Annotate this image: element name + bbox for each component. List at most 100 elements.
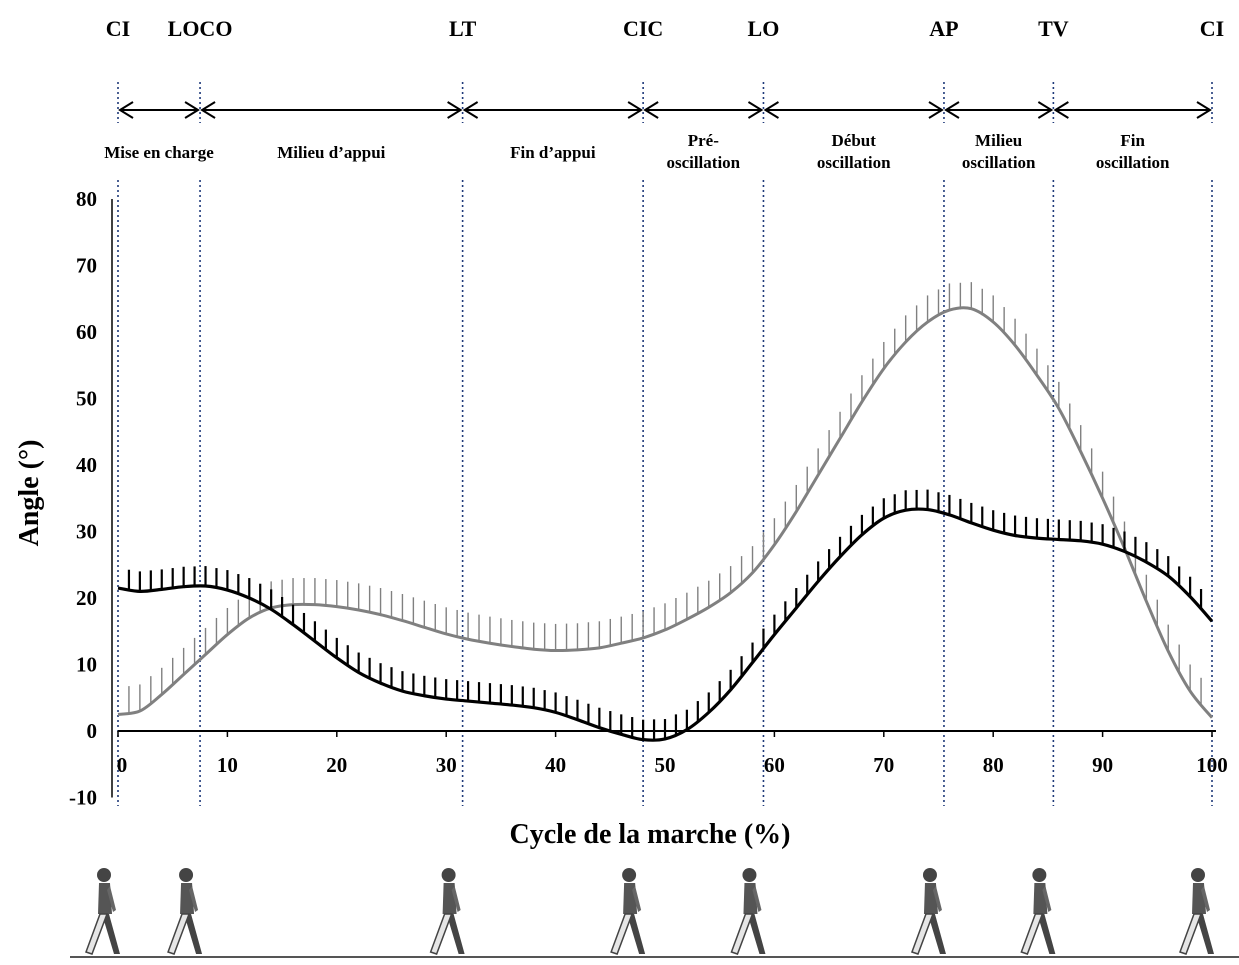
figure-leg-dark [927,914,946,954]
event-label: CI [1200,16,1224,41]
y-tick-label: -10 [69,786,97,810]
x-tick-label: 100 [1196,753,1228,777]
figure-leg-light [610,913,634,955]
walking-figure [1020,868,1056,955]
y-tick-label: 40 [76,453,97,477]
event-label: TV [1038,16,1069,41]
figure-head [179,868,194,882]
phase-arrow-head-right [184,101,200,119]
axes-layer: 0 10 20 30 40 50 60 70 80 90 100 -10 0 10 20 30 40 50 60 70… [69,187,1228,810]
phase-layer: Mise en charge Milieu d’appui Fin d’appui P… [104,101,1212,172]
figure-head [922,868,937,882]
phase-arrow-head-right [627,101,644,119]
x-tick-label: 50 [655,753,676,777]
phase-arrow-head-right [1196,101,1212,119]
figure-head [1032,868,1047,882]
y-tick-label: 30 [76,520,97,544]
phase-arrow-head-right [928,101,944,119]
y-tick-label: 70 [76,254,97,278]
figure-leg-light [730,913,754,955]
phase-label: Milieu d’appui [277,143,385,162]
event-label: AP [929,16,958,41]
event-label: LOCO [168,16,233,41]
phase-label: oscillation [1096,153,1170,172]
figure-arm [632,886,642,912]
phase-arrow-head-left [763,101,779,119]
phase-arrow-head-right [1037,101,1054,119]
phase-label: oscillation [962,153,1036,172]
figure-head [441,868,456,882]
phase-label: Milieu [975,131,1022,150]
x-tick-label: 80 [983,753,1004,777]
phase-label: Mise en charge [104,143,214,162]
figure-leg-dark [102,914,120,954]
figure-arm [752,886,762,912]
phase-label: Fin [1120,131,1145,150]
figure-arm [1201,886,1210,912]
figure-head [622,868,637,882]
event-layer: CI LOCO LT CIC LO AP TV CI [106,16,1224,806]
phase-arrow-head-left [118,101,134,119]
figure-leg-light [85,913,109,955]
y-tick-label: 60 [76,320,97,344]
phase-label: oscillation [666,153,740,172]
y-tick-label: 80 [76,187,97,211]
x-tick-label: 10 [217,753,238,777]
y-tick-label: 0 [87,719,98,743]
event-label: LT [449,16,477,41]
x-axis-title: Cycle de la marche (%) [510,819,791,850]
figure-leg-light [1179,913,1203,955]
x-tick-label: 20 [326,753,347,777]
figure-arm [189,886,199,912]
phase-arrow-head-left [643,101,659,119]
figure-arm [107,886,116,912]
figure-arm [1042,886,1052,912]
walking-figure [1179,868,1214,955]
figure-leg-dark [627,914,646,954]
figure-head [1191,868,1205,882]
y-tick-label: 50 [76,387,97,411]
phase-arrow-head-left [1053,101,1069,119]
event-label: CI [106,16,130,41]
figure-leg-dark [1037,914,1056,954]
phase-arrow-head-left [944,101,960,119]
walking-figure [167,868,203,955]
walking-figure [85,868,120,955]
y-tick-label: 20 [76,586,97,610]
series-line [117,507,1214,742]
walking-figure [910,868,946,955]
series-layer [117,282,1214,742]
y-tick-label: 10 [76,653,97,677]
phase-arrow-head-left [462,101,479,119]
x-tick-label: 60 [764,753,785,777]
figure-leg-light [910,913,935,955]
figure-arm [932,886,942,912]
phase-arrow-head-right [747,101,764,119]
event-label: CIC [623,16,663,41]
phase-arrow-head-right [447,101,463,119]
figure-leg-light [167,913,191,955]
figure-leg-dark [747,914,766,954]
y-axis-title: Angle (°) [14,440,45,547]
figure-leg-light [1020,913,1044,955]
x-tick-label: 90 [1092,753,1113,777]
phase-label: Début [832,131,877,150]
figure-leg-light [429,913,453,955]
walking-figure [429,868,465,955]
figure-arm [451,886,461,912]
walking-figure [730,868,766,955]
event-label: LO [748,16,780,41]
x-tick-label: 0 [117,753,128,777]
x-tick-label: 70 [873,753,894,777]
x-tick-label: 40 [545,753,566,777]
x-tick-label: 30 [436,753,457,777]
phase-arrow-head-left [200,101,216,119]
phase-label: Pré- [688,131,719,150]
phase-label: Fin d’appui [510,143,596,162]
phase-label: oscillation [817,153,891,172]
figure-head [742,868,757,882]
series-line [117,306,1214,719]
walking-figures [70,868,1239,958]
